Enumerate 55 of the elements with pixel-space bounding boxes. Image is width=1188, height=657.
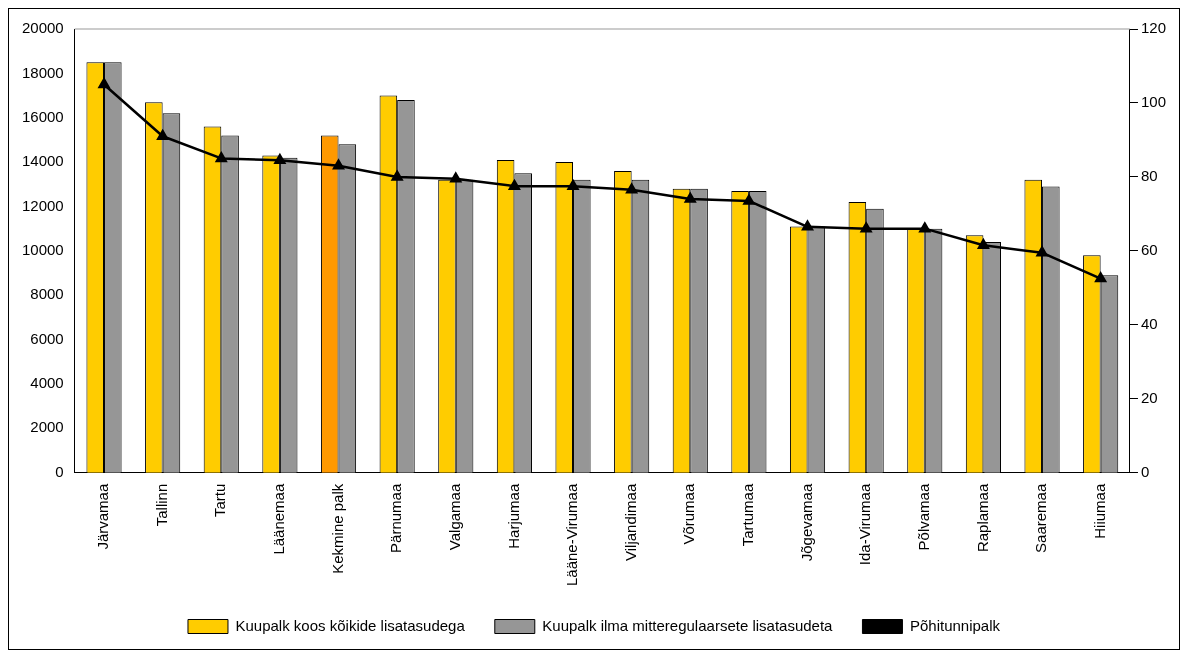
point xyxy=(332,159,345,170)
y2-tick-label: 0 xyxy=(1140,462,1150,480)
point xyxy=(567,179,579,190)
x-tick-label: Ida-Virumaa xyxy=(856,483,874,566)
point xyxy=(157,129,169,140)
y-tick-label: 0 xyxy=(55,462,64,480)
y-tick-label: 10000 xyxy=(21,241,64,258)
point xyxy=(860,222,872,233)
y-tick-label: 16000 xyxy=(21,107,64,125)
y-tick-label: 18000 xyxy=(21,63,64,81)
point xyxy=(215,152,227,163)
x-tick-label: Raplamaa xyxy=(973,483,991,553)
point xyxy=(743,194,755,205)
x-tick-label: Lääne-Virumaa xyxy=(563,483,581,587)
x-tick-label: Hiiumaa xyxy=(1090,483,1108,539)
y2-tick-label: 40 xyxy=(1140,314,1158,332)
legend-label: Põhitunnipalk xyxy=(909,616,1001,634)
point xyxy=(391,170,403,181)
y-tick-label: 6000 xyxy=(30,329,64,347)
y-tick-label: 14000 xyxy=(21,152,64,170)
x-tick-label: Kekmine palk xyxy=(328,483,346,574)
x-tick-label: Tartumaa xyxy=(739,483,757,547)
y-tick-label: 12000 xyxy=(21,196,64,214)
point xyxy=(508,179,520,190)
x-tick-label: Tallinn xyxy=(152,483,170,527)
x-tick-label: Viljandimaa xyxy=(621,483,639,561)
y-tick-label: 4000 xyxy=(30,374,64,392)
y2-tick-label: 120 xyxy=(1140,19,1166,37)
y2-tick-label: 100 xyxy=(1140,93,1166,111)
point xyxy=(450,172,462,183)
x-tick-label: Pärnumaa xyxy=(387,483,405,553)
y2-tick-label: 60 xyxy=(1140,241,1158,258)
x-tick-label: Saaremaa xyxy=(1032,483,1050,553)
y-tick-label: 2000 xyxy=(30,418,64,436)
x-tick-label: Harjumaa xyxy=(504,483,522,549)
y-tick-label: 8000 xyxy=(30,285,64,303)
y2-tick-label: 20 xyxy=(1140,388,1158,406)
point xyxy=(801,220,814,231)
x-tick-label: Võrumaa xyxy=(680,483,698,545)
point xyxy=(98,78,110,89)
x-tick-label: Põlvamaa xyxy=(914,483,932,551)
x-tick-label: Läänemaa xyxy=(270,483,288,555)
point xyxy=(919,222,931,233)
point xyxy=(1036,246,1048,257)
x-tick-label: Järvamaa xyxy=(94,483,112,550)
y-tick-label: 20000 xyxy=(21,19,64,37)
x-tick-label: Tartu xyxy=(211,483,229,518)
legend-label: Kuupalk koos kõikide lisatasudega xyxy=(235,616,466,634)
x-tick-label: Valgamaa xyxy=(445,483,463,551)
legend-label: Kuupalk ilma mitteregulaarsete lisatasudeta xyxy=(542,616,834,634)
x-tick-label: Jõgevamaa xyxy=(797,483,815,562)
point xyxy=(684,192,696,203)
y2-tick-label: 80 xyxy=(1140,167,1158,185)
point xyxy=(626,183,638,194)
point xyxy=(1095,272,1107,283)
